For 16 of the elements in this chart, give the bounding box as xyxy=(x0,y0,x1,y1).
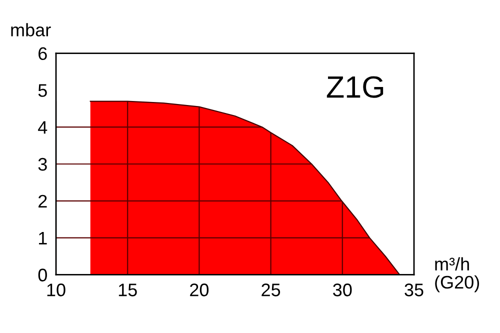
x-tick-label: 20 xyxy=(190,284,209,296)
y-tick-label: 1 xyxy=(39,232,47,244)
x-tick-label: 25 xyxy=(262,284,280,296)
x-axis-title: m³/h (G20) xyxy=(435,257,480,292)
x-tick-label: 35 xyxy=(404,284,424,296)
x-tick-label: 10 xyxy=(47,284,66,296)
y-axis-title: mbar xyxy=(11,23,51,36)
y-tick-label: 3 xyxy=(38,158,47,171)
y-tick-label: 6 xyxy=(38,47,47,60)
y-tick-label: 2 xyxy=(38,194,47,208)
annotation: Z1G xyxy=(326,76,384,98)
y-tick-label: 0 xyxy=(38,268,47,282)
y-tick-label: 5 xyxy=(38,84,47,97)
x-tick-label: 30 xyxy=(333,284,352,296)
y-tick-label: 4 xyxy=(38,121,48,134)
x-tick-label: 15 xyxy=(118,284,137,296)
